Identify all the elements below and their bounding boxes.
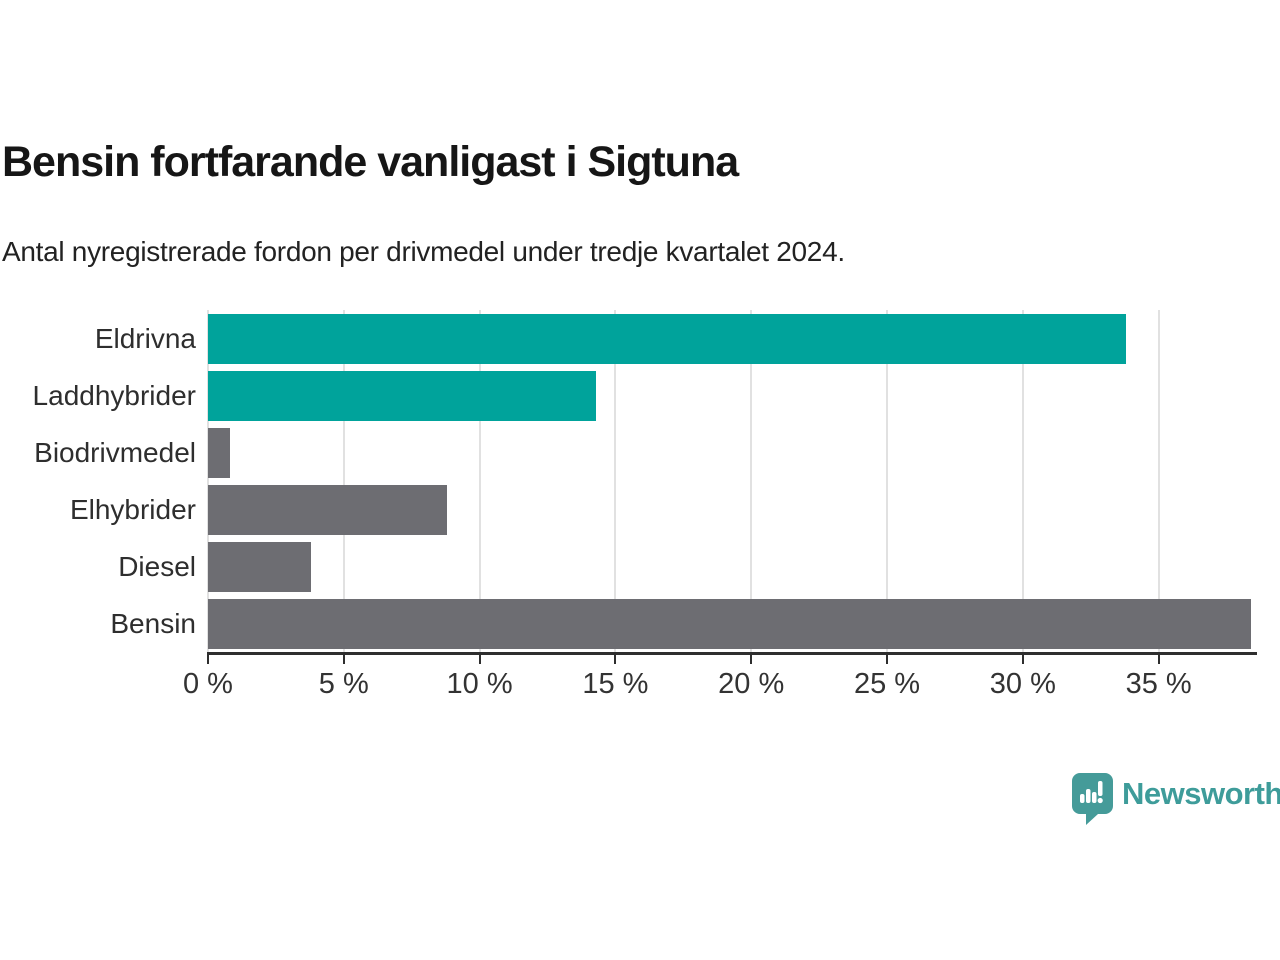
bar-elhybrider bbox=[208, 484, 448, 535]
x-tick-mark-35 bbox=[1157, 655, 1160, 664]
x-tick-label-5: 5 % bbox=[318, 668, 369, 700]
chart-title: Bensin fortfarande vanligast i Sigtuna bbox=[2, 138, 739, 186]
x-tick-label-20: 20 % bbox=[718, 668, 785, 700]
x-tick-label-10: 10 % bbox=[446, 668, 513, 700]
gridline-25% bbox=[886, 310, 889, 652]
x-tick-label-35: 35 % bbox=[1125, 668, 1192, 700]
x-tick-mark-5 bbox=[342, 655, 345, 664]
gridline-20% bbox=[750, 310, 753, 652]
x-tick-mark-30 bbox=[1021, 655, 1024, 664]
brand-name: Newsworthy bbox=[1122, 776, 1280, 811]
category-label-eldrivna: Eldrivna bbox=[94, 323, 196, 354]
gridline-5% bbox=[342, 310, 345, 652]
x-tick-mark-25 bbox=[886, 655, 889, 664]
x-axis-line bbox=[207, 652, 1257, 655]
bar-diesel bbox=[208, 541, 312, 592]
bar-biodrivmedel bbox=[208, 427, 230, 478]
gridline-30% bbox=[1021, 310, 1024, 652]
x-tick-label-25: 25 % bbox=[853, 668, 921, 700]
gridline-0% bbox=[207, 310, 209, 652]
newsworthy-logo-icon bbox=[1072, 773, 1113, 825]
brand-footer: Newsworthy bbox=[1072, 773, 1280, 825]
chart-subtitle: Antal nyregistrerade fordon per drivmede… bbox=[2, 236, 845, 267]
bar-bensin bbox=[208, 598, 1251, 649]
x-tick-mark-0 bbox=[207, 655, 209, 664]
category-label-laddhybrider: Laddhybrider bbox=[32, 380, 196, 411]
gridline-35% bbox=[1157, 310, 1160, 652]
category-label-diesel: Diesel bbox=[118, 551, 196, 582]
x-tick-label-0: 0 % bbox=[183, 668, 233, 700]
gridline-10% bbox=[478, 310, 481, 652]
plot-area bbox=[207, 310, 1251, 652]
x-tick-mark-20 bbox=[750, 655, 753, 664]
x-tick-mark-15 bbox=[614, 655, 617, 664]
category-label-biodrivmedel: Biodrivmedel bbox=[34, 437, 196, 468]
bar-eldrivna bbox=[208, 313, 1127, 364]
x-tick-mark-10 bbox=[478, 655, 481, 664]
gridline-15% bbox=[614, 310, 617, 652]
category-label-bensin: Bensin bbox=[110, 608, 196, 639]
x-tick-label-30: 30 % bbox=[989, 668, 1056, 700]
category-label-elhybrider: Elhybrider bbox=[69, 494, 196, 525]
bar-laddhybrider bbox=[208, 370, 597, 421]
x-tick-label-15: 15 % bbox=[582, 668, 649, 700]
